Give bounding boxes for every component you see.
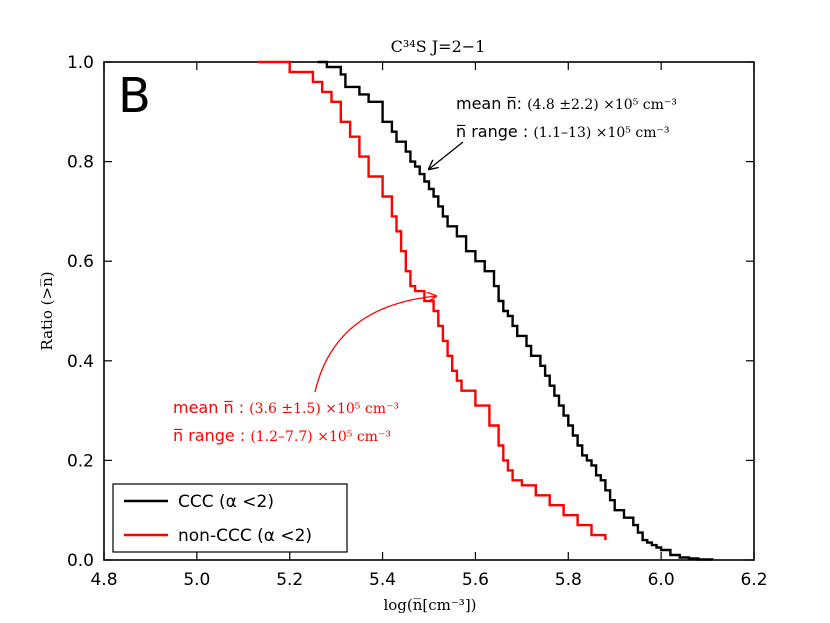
legend-label-ccc: CCC (α <2) [178,492,274,512]
x-tick-label: 5.4 [369,570,396,590]
axis-ticks: 4.8 5.0 5.2 5.4 5.6 5.8 6.0 6.2 0.0 0.2 0.4 0.6 0.8 1… [67,53,768,590]
annotation-value: (1.1–13) ×10⁵ cm⁻³ [533,125,669,141]
annotation-nonccc-mean: mean n̅ : (3.6 ±1.5) ×10⁵ cm⁻³ [173,398,399,417]
y-tick-label: 0.8 [67,153,94,173]
annotation-nonccc-range: n̅ range : (1.2–7.7) ×10⁵ cm⁻³ [173,426,391,445]
annotation-label: n̅ range : [173,426,250,445]
chart-title: C³⁴S J=2−1 [391,37,486,56]
panel-label: B [118,68,151,124]
x-tick-label: 4.8 [90,570,117,590]
y-tick-label: 0.6 [67,252,94,272]
annotation-nonccc-arrow [314,296,436,393]
series-line-nonccc [257,60,607,541]
annotation-value: (1.2–7.7) ×10⁵ cm⁻³ [250,429,391,445]
legend-box [112,483,348,553]
x-tick-label: 5.8 [555,570,582,590]
series-lines [257,60,714,561]
annotation-label: mean n̅ : [173,398,249,417]
y-tick-label: 1.0 [67,53,94,73]
annotation-ccc-range: n̅ range : (1.1–13) ×10⁵ cm⁻³ [456,122,670,141]
x-tick-label: 6.2 [740,570,767,590]
annotation-label: n̅ range : [456,122,533,141]
plot-frame [103,61,755,561]
x-tick-label: 5.6 [462,570,489,590]
annotation-label: mean n̅: [456,94,527,113]
y-tick-label: 0.4 [67,352,94,372]
x-tick-label: 5.0 [183,570,210,590]
x-axis-label: log(n̅[cm⁻³]) [383,596,476,614]
annotation-ccc-mean: mean n̅: (4.8 ±2.2) ×10⁵ cm⁻³ [456,94,677,113]
annotation-ccc-arrow [429,141,464,169]
y-tick-label: 0.0 [67,551,94,571]
annotations: mean n̅: (4.8 ±2.2) ×10⁵ cm⁻³ n̅ range : … [173,94,677,445]
x-tick-label: 5.2 [276,570,303,590]
legend-label-nonccc: non-CCC (α <2) [178,526,312,546]
y-tick-label: 0.2 [67,451,94,471]
annotation-value: (4.8 ±2.2) ×10⁵ cm⁻³ [527,97,677,113]
y-axis-label: Ratio (>n̅) [38,271,56,350]
annotation-value: (3.6 ±1.5) ×10⁵ cm⁻³ [249,401,399,417]
series-line-ccc [317,60,714,561]
legend: CCC (α <2) non-CCC (α <2) [112,483,348,553]
x-tick-label: 6.0 [648,570,675,590]
